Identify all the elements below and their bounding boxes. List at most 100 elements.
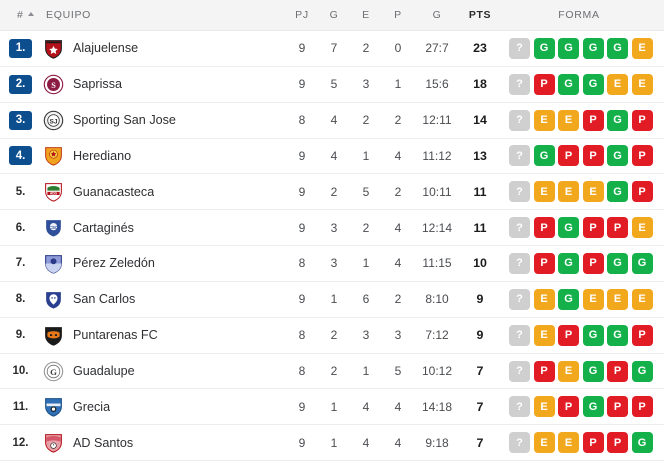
team-name[interactable]: Guadalupe <box>73 364 135 379</box>
column-header-points[interactable]: PTS <box>468 9 492 21</box>
form-badge-win[interactable]: G <box>558 288 579 310</box>
form-badge-loss[interactable]: P <box>558 324 579 346</box>
form-badge-loss[interactable]: P <box>558 396 579 418</box>
form-badge-loss[interactable]: P <box>582 145 604 167</box>
form-badge-win[interactable]: G <box>582 73 604 95</box>
form-badge-draw[interactable]: E <box>558 109 579 131</box>
form-badge-loss[interactable]: P <box>558 145 579 167</box>
team-name[interactable]: Puntarenas FC <box>73 328 158 343</box>
form-badge-draw[interactable]: E <box>533 109 555 131</box>
team-cell[interactable]: Puntarenas FC <box>36 325 286 346</box>
form-badge-loss[interactable]: P <box>533 73 555 95</box>
team-name[interactable]: Pérez Zeledón <box>73 256 155 271</box>
table-row[interactable]: 1. Alajuelense 9 7 2 0 27:7 23? G G G G E <box>0 31 664 67</box>
form-badge-draw[interactable]: E <box>558 181 579 203</box>
team-cell[interactable]: ADG Guanacasteca <box>36 181 286 202</box>
form-badge-draw[interactable]: E <box>558 360 579 382</box>
form-badge-loss[interactable]: P <box>607 432 628 454</box>
form-badge-loss[interactable]: P <box>631 324 653 346</box>
form-badge-loss[interactable]: P <box>631 181 653 203</box>
form-badge-win[interactable]: G <box>607 324 628 346</box>
column-header-lost[interactable]: P <box>394 9 402 21</box>
team-name[interactable]: Guanacasteca <box>73 184 155 199</box>
table-row[interactable]: 4. Herediano 9 4 1 4 11:12 13? G P P G P <box>0 138 664 175</box>
form-badge-unknown[interactable]: ? <box>509 109 530 131</box>
form-badge-loss[interactable]: P <box>631 396 653 418</box>
form-badge-win[interactable]: G <box>631 432 653 454</box>
team-cell[interactable]: Alajuelense <box>36 38 286 59</box>
table-row[interactable]: 8. San Carlos 9 1 6 2 8:10 9? E G E E E <box>0 281 664 318</box>
column-header-goals[interactable]: G <box>432 9 442 21</box>
form-badge-unknown[interactable]: ? <box>509 252 530 274</box>
column-header-drawn[interactable]: E <box>362 9 370 21</box>
table-row[interactable]: 11. Grecia 9 1 4 4 14:18 7? E P G P P <box>0 389 664 426</box>
column-header-rank[interactable]: # <box>0 9 36 21</box>
form-badge-unknown[interactable]: ? <box>509 432 530 454</box>
form-badge-win[interactable]: G <box>607 145 628 167</box>
form-badge-win[interactable]: G <box>533 145 555 167</box>
team-name[interactable]: Sporting San Jose <box>73 113 176 128</box>
team-name[interactable]: Cartaginés <box>73 220 134 235</box>
form-badge-unknown[interactable]: ? <box>509 217 530 239</box>
form-badge-draw[interactable]: E <box>533 288 555 310</box>
column-header-won[interactable]: G <box>329 9 339 21</box>
form-badge-draw[interactable]: E <box>558 432 579 454</box>
team-name[interactable]: San Carlos <box>73 292 136 307</box>
table-row[interactable]: 5. ADG Guanacasteca 9 2 5 2 10:11 11? E E E G P <box>0 174 664 211</box>
form-badge-loss[interactable]: P <box>533 217 555 239</box>
form-badge-loss[interactable]: P <box>582 432 604 454</box>
form-badge-draw[interactable]: E <box>533 432 555 454</box>
team-cell[interactable]: G Guadalupe <box>36 361 286 382</box>
team-cell[interactable]: Herediano <box>36 145 286 167</box>
form-badge-draw[interactable]: E <box>631 288 653 310</box>
form-badge-draw[interactable]: E <box>631 37 653 59</box>
form-badge-win[interactable]: G <box>558 37 579 59</box>
form-badge-draw[interactable]: E <box>607 288 628 310</box>
form-badge-loss[interactable]: P <box>631 109 653 131</box>
table-row[interactable]: 6. CSC Cartaginés 9 3 2 4 12:14 11? P G P P E <box>0 210 664 247</box>
form-badge-loss[interactable]: P <box>607 217 628 239</box>
form-badge-win[interactable]: G <box>607 181 628 203</box>
team-cell[interactable]: CSC Cartaginés <box>36 217 286 238</box>
table-row[interactable]: 7. Pérez Zeledón 8 3 1 4 11:15 10? P G P G G <box>0 246 664 282</box>
form-badge-unknown[interactable]: ? <box>509 37 530 59</box>
form-badge-win[interactable]: G <box>582 37 604 59</box>
form-badge-win[interactable]: G <box>631 252 653 274</box>
team-name[interactable]: Herediano <box>73 148 132 163</box>
team-name[interactable]: Alajuelense <box>73 41 139 56</box>
team-name[interactable]: Grecia <box>73 399 111 414</box>
form-badge-unknown[interactable]: ? <box>509 324 530 346</box>
form-badge-loss[interactable]: P <box>533 360 555 382</box>
form-badge-draw[interactable]: E <box>607 73 628 95</box>
team-cell[interactable]: Grecia <box>36 396 286 418</box>
form-badge-unknown[interactable]: ? <box>509 145 530 167</box>
form-badge-draw[interactable]: E <box>631 217 653 239</box>
form-badge-unknown[interactable]: ? <box>509 181 530 203</box>
form-badge-unknown[interactable]: ? <box>509 360 530 382</box>
team-cell[interactable]: S Saprissa <box>36 74 286 95</box>
form-badge-draw[interactable]: E <box>533 324 555 346</box>
column-header-played[interactable]: PJ <box>295 9 309 21</box>
form-badge-win[interactable]: G <box>558 73 579 95</box>
form-badge-unknown[interactable]: ? <box>509 73 530 95</box>
form-badge-win[interactable]: G <box>558 217 579 239</box>
table-row[interactable]: 3. SJ Sporting San Jose 8 4 2 2 12:11 14? E E P G P <box>0 102 664 139</box>
form-badge-win[interactable]: G <box>582 396 604 418</box>
form-badge-win[interactable]: G <box>558 252 579 274</box>
form-badge-win[interactable]: G <box>607 252 628 274</box>
sort-ascending-caret-icon[interactable] <box>27 12 34 16</box>
form-badge-unknown[interactable]: ? <box>509 288 530 310</box>
column-header-team[interactable]: EQUIPO <box>46 9 92 21</box>
form-badge-win[interactable]: G <box>533 37 555 59</box>
form-badge-unknown[interactable]: ? <box>509 396 530 418</box>
team-name[interactable]: AD Santos <box>73 435 134 450</box>
table-row[interactable]: 10. G Guadalupe 8 2 1 5 10:12 7? P E G P G <box>0 353 664 390</box>
form-badge-win[interactable]: G <box>582 324 604 346</box>
form-badge-draw[interactable]: E <box>582 181 604 203</box>
team-cell[interactable]: SJ Sporting San Jose <box>36 110 286 131</box>
form-badge-loss[interactable]: P <box>607 360 628 382</box>
form-badge-draw[interactable]: E <box>533 396 555 418</box>
form-badge-loss[interactable]: P <box>582 109 604 131</box>
form-badge-loss[interactable]: P <box>582 252 604 274</box>
form-badge-loss[interactable]: P <box>607 396 628 418</box>
